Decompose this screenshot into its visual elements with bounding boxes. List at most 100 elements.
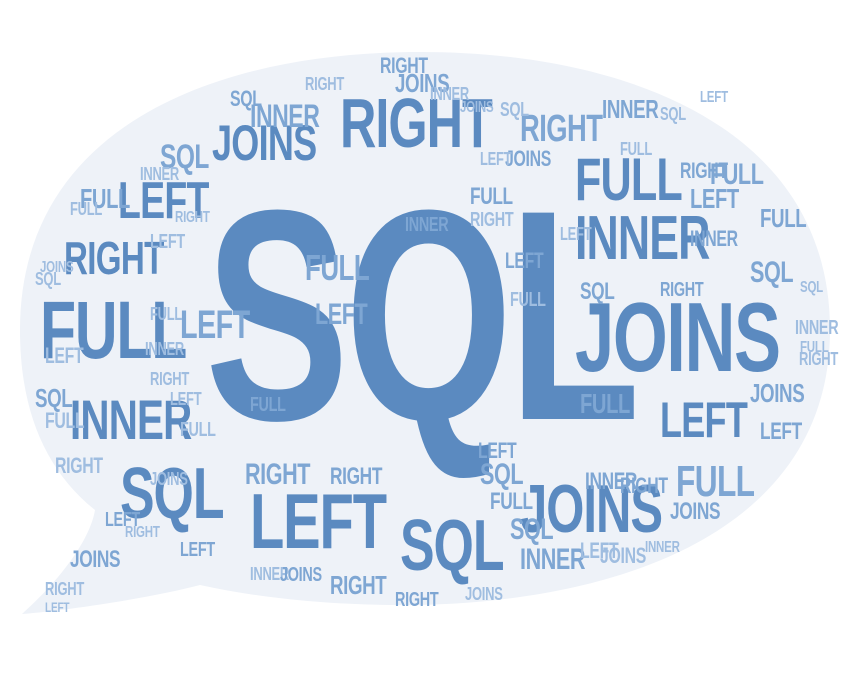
word-joins: JOINS xyxy=(40,259,74,276)
word-full: FULL xyxy=(250,394,286,416)
word-right: RIGHT xyxy=(125,524,160,541)
word-inner: INNER xyxy=(520,543,586,576)
word-inner: INNER xyxy=(602,94,659,124)
word-left: LEFT xyxy=(45,343,84,368)
word-inner: INNER xyxy=(430,84,470,104)
word-sql: SQL xyxy=(205,147,640,483)
word-right: RIGHT xyxy=(380,53,428,78)
word-full: FULL xyxy=(620,139,653,159)
word-right: RIGHT xyxy=(395,589,439,611)
word-left: LEFT xyxy=(505,248,544,273)
word-joins: JOINS xyxy=(150,469,188,489)
word-left: LEFT xyxy=(250,477,387,565)
word-full: FULL xyxy=(760,203,807,233)
word-sql: SQL xyxy=(120,454,225,534)
word-sql: SQL xyxy=(35,269,61,289)
word-left: LEFT xyxy=(315,298,368,331)
word-full: FULL xyxy=(45,408,85,433)
word-left: LEFT xyxy=(150,231,185,253)
word-full: FULL xyxy=(150,304,183,324)
word-sql: SQL xyxy=(580,278,615,305)
word-sql: SQL xyxy=(800,279,823,296)
word-right: RIGHT xyxy=(660,279,704,301)
word-right: RIGHT xyxy=(305,74,345,94)
word-full: FULL xyxy=(305,247,370,288)
word-right: RIGHT xyxy=(520,108,603,150)
word-joins: JOINS xyxy=(212,115,317,171)
word-right: RIGHT xyxy=(45,579,85,599)
word-full: FULL xyxy=(676,457,755,506)
word-left: LEFT xyxy=(760,418,802,445)
word-left: LEFT xyxy=(660,392,748,448)
word-right: RIGHT xyxy=(245,458,311,491)
word-left: LEFT xyxy=(45,599,70,615)
word-sql: SQL xyxy=(35,383,73,413)
word-full: FULL xyxy=(490,488,533,515)
word-left: LEFT xyxy=(118,172,209,230)
word-joins: JOINS xyxy=(280,564,322,586)
word-right: RIGHT xyxy=(680,158,728,183)
word-left: LEFT xyxy=(580,538,619,563)
word-full: FULL xyxy=(80,183,130,214)
word-right: RIGHT xyxy=(340,84,493,162)
word-full: FULL xyxy=(180,419,216,441)
word-left: LEFT xyxy=(170,389,202,409)
word-full: FULL xyxy=(40,285,187,376)
word-sql: SQL xyxy=(660,104,686,124)
word-right: RIGHT xyxy=(150,369,190,389)
word-sql: SQL xyxy=(500,99,529,121)
word-joins: JOINS xyxy=(575,282,781,392)
word-left: LEFT xyxy=(180,539,215,561)
word-left: LEFT xyxy=(560,224,592,244)
word-left: LEFT xyxy=(700,89,728,106)
word-full: FULL xyxy=(575,146,683,213)
word-right: RIGHT xyxy=(330,463,383,490)
word-left: LEFT xyxy=(105,509,140,531)
word-inner: INNER xyxy=(145,339,185,359)
word-left: LEFT xyxy=(478,438,517,463)
word-joins: JOINS xyxy=(395,68,450,98)
word-full: FULL xyxy=(800,339,829,356)
word-inner: INNER xyxy=(585,468,638,495)
word-full: FULL xyxy=(510,289,546,311)
word-sql: SQL xyxy=(510,513,554,546)
word-full: FULL xyxy=(710,158,764,191)
word-right: RIGHT xyxy=(64,232,164,284)
word-right: RIGHT xyxy=(175,209,210,226)
word-inner: INNER xyxy=(70,388,192,451)
word-sql: SQL xyxy=(750,256,794,289)
word-joins: JOINS xyxy=(70,546,121,573)
word-inner: INNER xyxy=(250,98,320,134)
word-sql: SQL xyxy=(160,138,209,176)
word-inner: INNER xyxy=(405,214,449,236)
word-left: LEFT xyxy=(690,183,739,214)
word-sql: SQL xyxy=(480,458,524,491)
word-joins: JOINS xyxy=(505,146,551,171)
word-joins: JOINS xyxy=(600,543,646,568)
word-inner: INNER xyxy=(250,564,290,584)
word-joins: JOINS xyxy=(460,99,494,116)
word-joins: JOINS xyxy=(465,584,503,604)
word-joins: JOINS xyxy=(750,378,805,408)
word-left: LEFT xyxy=(180,303,250,347)
word-sql: SQL xyxy=(400,506,505,586)
word-right: RIGHT xyxy=(620,473,668,498)
word-sql: SQL xyxy=(230,86,262,111)
word-right: RIGHT xyxy=(798,349,838,369)
word-inner: INNER xyxy=(690,226,738,251)
word-right: RIGHT xyxy=(330,570,387,600)
word-inner: INNER xyxy=(140,164,180,184)
speech-bubble-shape xyxy=(20,52,830,614)
word-right: RIGHT xyxy=(55,453,103,478)
word-joins: JOINS xyxy=(520,471,663,547)
word-inner: INNER xyxy=(794,317,839,339)
word-joins: JOINS xyxy=(670,498,721,525)
word-full: FULL xyxy=(580,388,630,419)
word-full: FULL xyxy=(470,183,513,210)
word-left: LEFT xyxy=(480,149,512,169)
word-right: RIGHT xyxy=(470,209,514,231)
word-inner: INNER xyxy=(575,204,710,273)
word-inner: INNER xyxy=(645,539,680,556)
